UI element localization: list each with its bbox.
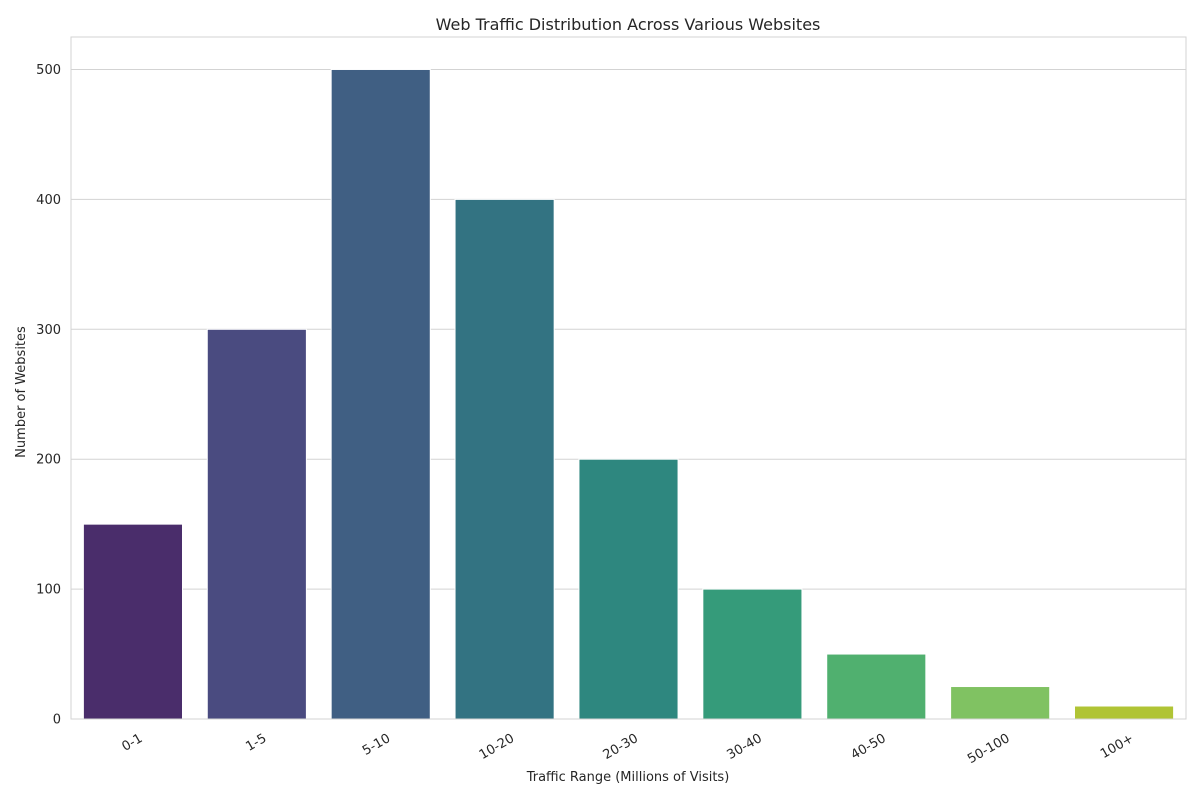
bar-0-1 <box>82 523 183 720</box>
x-tick-label: 0-1 <box>119 731 145 755</box>
x-tick-label: 1-5 <box>243 731 269 755</box>
x-tick-label: 30-40 <box>725 731 765 763</box>
y-tick-label: 400 <box>36 193 61 208</box>
x-axis-ticks: 0-1 1-5 5-10 10-20 20-30 30-40 40-50 50-100 100+ <box>119 731 1136 767</box>
y-axis-label: Number of Websites <box>14 326 29 458</box>
y-tick-label: 500 <box>36 63 61 78</box>
chart-title: Web Traffic Distribution Across Various … <box>436 15 821 34</box>
x-tick-label: 100+ <box>1098 731 1136 762</box>
y-axis-ticks: 0 100 200 300 400 500 <box>36 63 61 728</box>
bars <box>82 68 1175 720</box>
y-tick-label: 300 <box>36 323 61 338</box>
bar-40-50 <box>826 653 927 720</box>
x-axis-label: Traffic Range (Millions of Visits) <box>526 770 730 785</box>
x-tick-label: 20-30 <box>601 731 641 763</box>
x-tick-label: 5-10 <box>360 731 393 759</box>
x-tick-label: 10-20 <box>477 731 517 763</box>
y-tick-label: 100 <box>36 583 61 598</box>
bar-20-30 <box>578 458 679 720</box>
bar-1-5 <box>206 328 307 720</box>
bar-10-20 <box>454 198 555 720</box>
plot-frame <box>70 36 1187 720</box>
bar-30-40 <box>702 588 803 720</box>
bar-50-100 <box>950 686 1051 720</box>
x-tick-label: 50-100 <box>965 731 1012 767</box>
bar-5-10 <box>330 68 431 720</box>
y-tick-label: 200 <box>36 453 61 468</box>
bar-100+ <box>1074 705 1175 720</box>
y-tick-label: 0 <box>53 713 61 728</box>
x-tick-label: 40-50 <box>848 731 888 763</box>
